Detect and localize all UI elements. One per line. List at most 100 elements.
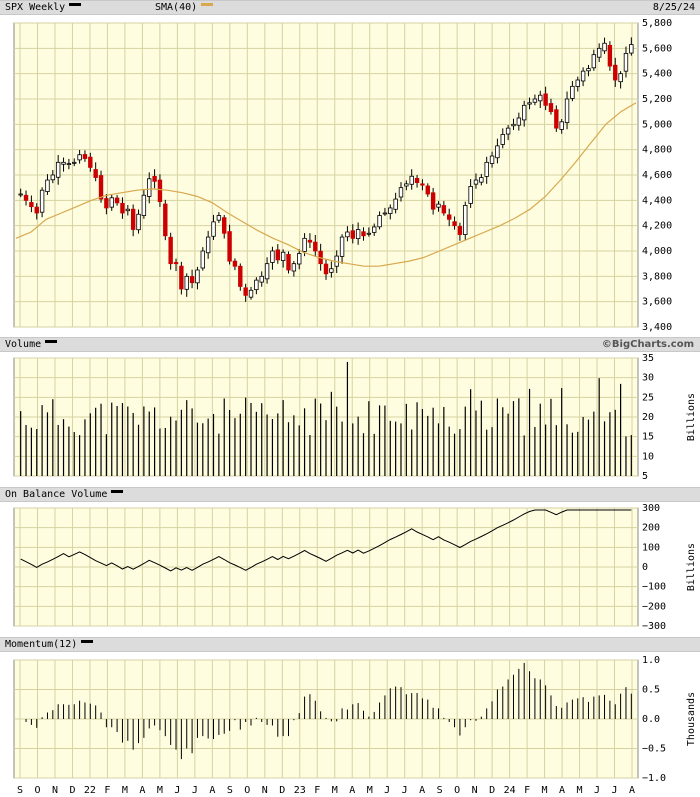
candle-body bbox=[189, 276, 195, 284]
candle-body bbox=[114, 197, 120, 204]
volume-y-tick-label: 15 bbox=[642, 432, 654, 443]
candle-body bbox=[372, 226, 377, 233]
volume-y-tick-label: 35 bbox=[642, 353, 654, 364]
obv-title: On Balance Volume bbox=[5, 489, 108, 500]
price-y-tick-label: 4,400 bbox=[642, 195, 672, 206]
price-y-tick-label: 4,200 bbox=[642, 221, 672, 232]
price-y-tick-label: 4,000 bbox=[642, 246, 672, 257]
candle-body bbox=[152, 176, 157, 182]
candle-body bbox=[436, 203, 441, 208]
candle-body bbox=[516, 117, 522, 126]
obv-y-tick-label: −200 bbox=[642, 601, 666, 612]
price-y-tick-label: 3,400 bbox=[642, 322, 672, 333]
candle-body bbox=[104, 198, 109, 209]
ticker-label: SPX Weekly bbox=[5, 2, 66, 13]
candle-body bbox=[414, 177, 420, 184]
x-axis-label: D bbox=[489, 785, 495, 796]
x-axis-label: A bbox=[419, 785, 425, 796]
candle-body bbox=[425, 185, 430, 195]
candle-body bbox=[527, 102, 532, 105]
candle-body bbox=[173, 262, 179, 265]
candle-body bbox=[586, 68, 591, 72]
candle-body bbox=[446, 214, 452, 220]
candle-body bbox=[350, 230, 355, 239]
price-y-tick-label: 5,000 bbox=[642, 119, 672, 130]
obv-y-tick-label: −100 bbox=[642, 582, 666, 593]
candle-body bbox=[393, 198, 398, 210]
candle-body bbox=[570, 85, 575, 99]
volume-y-tick-label: 10 bbox=[642, 451, 654, 462]
price-panel-header: SPX Weekly SMA(40) 8/25/24 bbox=[0, 0, 700, 15]
candle-body bbox=[275, 249, 280, 261]
volume-panel-header: Volume ©BigCharts.com bbox=[0, 337, 700, 352]
candle-body bbox=[157, 179, 163, 202]
watermark: ©BigCharts.com bbox=[601, 339, 694, 350]
candle-body bbox=[580, 70, 586, 82]
candle-body bbox=[521, 104, 527, 121]
candle-body bbox=[82, 154, 88, 159]
price-legend-swatch bbox=[69, 3, 82, 6]
sma-legend-swatch bbox=[201, 3, 214, 6]
x-axis-label: J bbox=[192, 785, 198, 796]
volume-y-tick-label: 5 bbox=[642, 471, 648, 482]
candle-body bbox=[602, 42, 607, 52]
x-axis-label: A bbox=[629, 785, 635, 796]
candle-body bbox=[29, 202, 34, 208]
candle-body bbox=[307, 239, 313, 243]
price-y-tick-label: 4,800 bbox=[642, 145, 672, 156]
candle-body bbox=[93, 169, 98, 178]
momentum-unit-label: Thousands bbox=[686, 692, 697, 746]
x-axis-label: J bbox=[611, 785, 617, 796]
x-axis-label: M bbox=[542, 785, 548, 796]
candle-body bbox=[222, 217, 227, 234]
candle-body bbox=[345, 231, 350, 238]
candle-body bbox=[457, 226, 463, 235]
obv-y-tick-label: 200 bbox=[642, 523, 660, 534]
volume-y-tick-label: 30 bbox=[642, 373, 654, 384]
x-axis-label: M bbox=[332, 785, 338, 796]
x-axis-label: N bbox=[262, 785, 268, 796]
candle-body bbox=[532, 98, 538, 103]
candle-body bbox=[430, 192, 436, 210]
candle-body bbox=[243, 287, 248, 296]
chart-date: 8/25/24 bbox=[652, 2, 695, 13]
candle-body bbox=[232, 260, 238, 267]
candle-body bbox=[50, 174, 56, 181]
momentum-y-tick-label: 0.0 bbox=[642, 714, 660, 725]
x-axis-label: F bbox=[314, 785, 320, 796]
x-axis-label: J bbox=[594, 785, 600, 796]
volume-chart: 35 30 25 20 15 10 5 Billions bbox=[13, 353, 697, 482]
candle-body bbox=[280, 251, 286, 261]
x-axis-label: A bbox=[209, 785, 215, 796]
x-axis-label: N bbox=[52, 785, 58, 796]
x-axis-label: O bbox=[454, 785, 460, 796]
x-axis-label: S bbox=[437, 785, 443, 796]
candle-body bbox=[548, 103, 554, 113]
candle-body bbox=[179, 265, 184, 290]
candle-body bbox=[34, 206, 39, 214]
candle-body bbox=[302, 237, 307, 252]
candle-body bbox=[61, 161, 66, 165]
candle-body bbox=[575, 79, 580, 87]
candle-body bbox=[489, 155, 495, 164]
candle-body bbox=[361, 231, 366, 237]
candle-body bbox=[147, 178, 152, 197]
candle-body bbox=[559, 121, 564, 130]
candle-body bbox=[511, 123, 516, 127]
candle-body bbox=[195, 269, 200, 284]
volume-title: Volume bbox=[5, 339, 42, 350]
candle-body bbox=[66, 163, 72, 166]
momentum-panel-header: Momentum(12) bbox=[0, 637, 700, 652]
candle-body bbox=[88, 156, 93, 168]
candle-body bbox=[607, 44, 613, 67]
momentum-y-tick-label: 1.0 bbox=[642, 655, 660, 666]
candle-body bbox=[409, 175, 414, 185]
obv-unit-label: Billions bbox=[686, 543, 697, 591]
candle-body bbox=[136, 213, 141, 231]
candle-body bbox=[77, 154, 82, 161]
price-chart: 5,800 5,600 5,400 5,200 5,000 4,800 4,600 4,400… bbox=[13, 18, 672, 333]
x-axis-label: 24 bbox=[504, 785, 516, 796]
candle-body bbox=[168, 236, 173, 265]
